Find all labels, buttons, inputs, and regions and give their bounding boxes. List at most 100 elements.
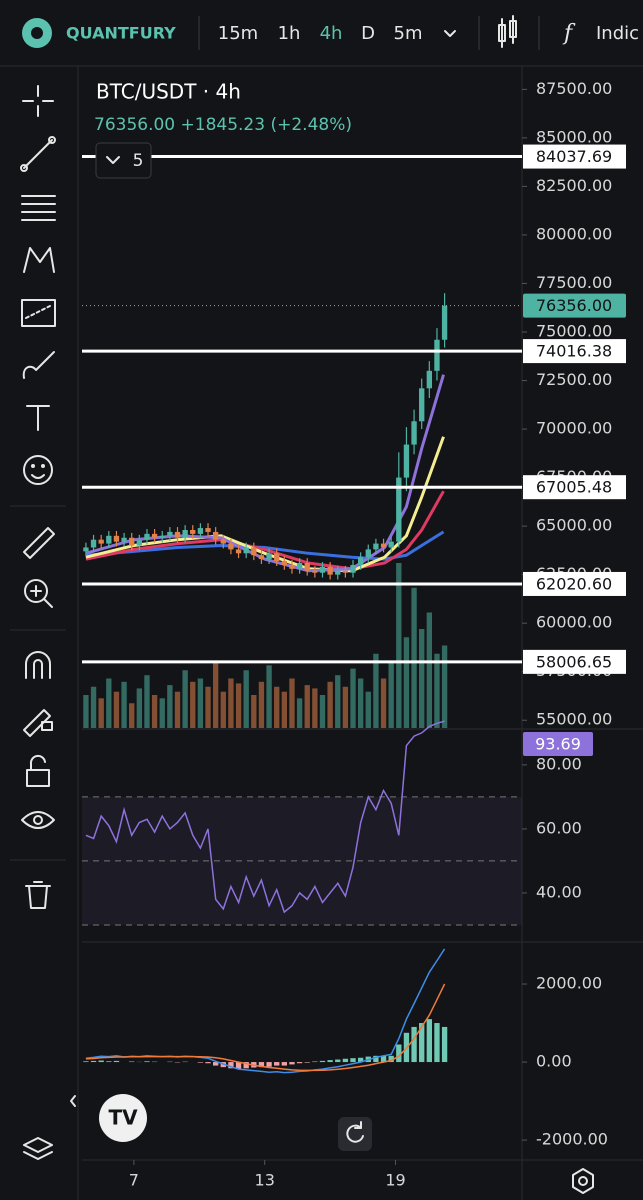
- timeframe[interactable]: 15m: [218, 23, 258, 44]
- volume-bar: [106, 678, 112, 728]
- volume-bar: [434, 653, 440, 728]
- volume-bar: [380, 678, 387, 728]
- candle-body: [289, 564, 295, 569]
- layers-button[interactable]: [23, 1137, 53, 1160]
- candle-body: [434, 339, 440, 371]
- volume-bar: [220, 691, 226, 728]
- chart-quote: 76356.00 +1845.23 (+2.48%): [94, 115, 352, 135]
- lock-tool[interactable]: [26, 754, 50, 787]
- y-tick-label: 80.00: [536, 754, 582, 773]
- candle-body: [136, 539, 143, 546]
- volume-bar: [190, 681, 196, 728]
- y-tick-label: 0.00: [536, 1052, 572, 1071]
- fib-tool[interactable]: [21, 195, 56, 221]
- volume-bar: [296, 698, 303, 728]
- candle-body: [243, 547, 249, 554]
- macd-histogram-bar: [106, 1061, 112, 1063]
- candle-body: [182, 530, 188, 538]
- price-level-tag: [523, 571, 626, 596]
- candle-body: [281, 561, 288, 565]
- volume-bar: [319, 695, 326, 728]
- candle-body: [296, 563, 303, 569]
- timeframe[interactable]: 1h: [278, 23, 301, 44]
- volume-bar: [167, 685, 173, 728]
- price-level-tag: [523, 339, 626, 364]
- candle-body: [388, 541, 394, 548]
- volume-bar: [235, 683, 242, 728]
- timeframe-active[interactable]: 4h: [320, 23, 343, 44]
- candle-body: [90, 539, 97, 548]
- brush-tool[interactable]: [22, 351, 55, 379]
- y-tick-label: 65000.00: [536, 516, 612, 535]
- macd-histogram-bar: [274, 1062, 280, 1066]
- y-tick-label: 2000.00: [536, 974, 602, 993]
- delete-tool[interactable]: [25, 881, 51, 909]
- macd-histogram-bar: [327, 1060, 333, 1063]
- candle-body: [335, 570, 341, 575]
- macd-histogram-bar: [441, 1026, 448, 1063]
- price-level-tag: [523, 475, 626, 500]
- rsi-value-label: 93.69: [535, 735, 581, 754]
- candle-body: [83, 547, 89, 552]
- chart-title: BTC/USDT · 4h: [96, 80, 241, 104]
- macd-histogram-bar: [373, 1055, 379, 1063]
- emoji-tool[interactable]: [23, 455, 53, 485]
- lock-drawings[interactable]: [23, 709, 53, 737]
- settings-button[interactable]: [572, 1168, 594, 1194]
- volume-bar: [403, 637, 410, 728]
- chart-overlay: 5 TV: [95, 142, 594, 1200]
- macd-histogram-bar: [312, 1061, 318, 1063]
- tradingview-logo[interactable]: [99, 1094, 147, 1142]
- volume-bar: [289, 678, 295, 728]
- magnet-tool[interactable]: [25, 651, 51, 679]
- prediction-tool[interactable]: [21, 299, 56, 327]
- y-tick-label: 55000.00: [536, 710, 612, 729]
- collapse-toolbar[interactable]: [70, 1095, 76, 1107]
- volume-bar: [228, 678, 234, 728]
- volume-bar: [144, 675, 150, 728]
- volume-bar: [312, 688, 318, 728]
- candle-body: [190, 530, 196, 534]
- macd-histogram-bar: [342, 1058, 349, 1063]
- crosshair-tool[interactable]: [22, 85, 54, 117]
- volume-bar: [327, 681, 333, 728]
- volume-bar: [121, 681, 127, 728]
- candle-body: [411, 421, 417, 445]
- macd-histogram-bar: [281, 1062, 288, 1066]
- macd-histogram-bar: [129, 1061, 135, 1063]
- price-level-tag: [523, 144, 626, 169]
- candle-body: [373, 543, 379, 550]
- zoom-tool[interactable]: [24, 579, 53, 608]
- text-tool[interactable]: [26, 405, 50, 431]
- volume-bar: [396, 563, 402, 728]
- timeframe[interactable]: D: [361, 23, 375, 44]
- candle-body: [121, 537, 127, 542]
- candle-body: [396, 477, 402, 542]
- timeframe[interactable]: 5m: [394, 23, 423, 44]
- pattern-tool[interactable]: [23, 247, 55, 273]
- macd-histogram-bar: [319, 1060, 326, 1063]
- ruler-tool[interactable]: [23, 527, 55, 559]
- toolbar: [10, 66, 79, 1200]
- indicators-button[interactable]: Indic: [596, 23, 639, 44]
- rsi-line: [85, 720, 445, 914]
- macd-histogram-bar: [411, 1026, 417, 1063]
- volume-bar: [243, 670, 249, 728]
- reset-button[interactable]: [338, 1117, 372, 1151]
- candle-body: [327, 566, 333, 575]
- indicator-toggle[interactable]: [95, 142, 152, 179]
- candle-body: [274, 553, 280, 562]
- volume-bar: [373, 653, 379, 728]
- candle-body: [212, 531, 219, 540]
- y-tick-label: 82500.00: [536, 176, 612, 195]
- volume-bar: [357, 678, 364, 728]
- chart-type-button[interactable]: [498, 15, 517, 48]
- visibility-tool[interactable]: [21, 811, 55, 829]
- trendline-tool[interactable]: [20, 136, 56, 172]
- macd-histogram-bar: [289, 1062, 295, 1065]
- x-tick-label: 19: [385, 1171, 405, 1190]
- chevron: [106, 156, 120, 164]
- y-tick-label: -2000.00: [536, 1130, 608, 1149]
- timeframe-dropdown[interactable]: [444, 30, 456, 37]
